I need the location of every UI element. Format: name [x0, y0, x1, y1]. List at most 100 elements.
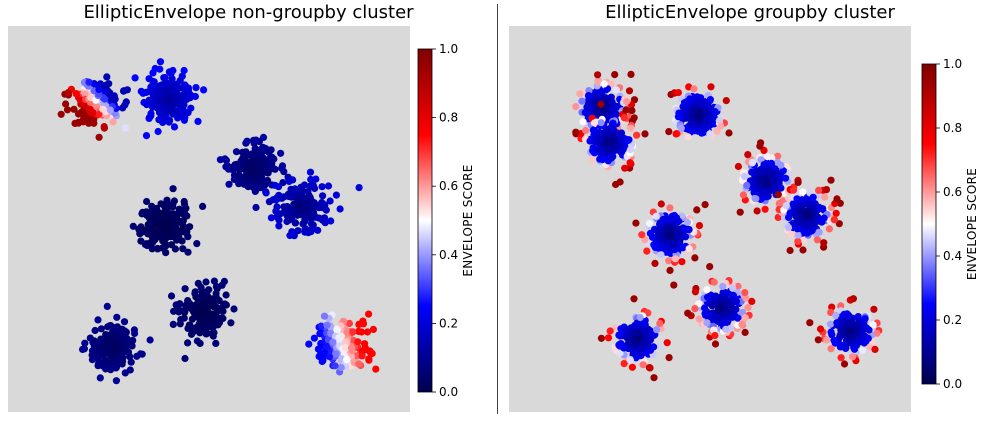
data-point — [813, 236, 821, 244]
data-point — [160, 74, 168, 82]
data-point — [206, 312, 214, 320]
data-point — [359, 320, 368, 328]
data-point — [94, 347, 102, 356]
data-point — [244, 183, 252, 191]
data-point — [243, 137, 251, 145]
data-point — [870, 305, 878, 313]
data-point — [119, 353, 127, 362]
data-point — [333, 325, 341, 334]
data-point — [665, 128, 673, 136]
data-point — [732, 305, 740, 313]
data-point — [769, 177, 778, 185]
data-point — [682, 98, 690, 106]
data-point — [819, 205, 827, 213]
data-point — [278, 162, 287, 170]
data-point — [669, 240, 677, 248]
data-point — [262, 189, 270, 197]
data-point — [641, 130, 649, 138]
panel-divider — [497, 4, 498, 414]
data-point — [291, 219, 299, 227]
data-point — [694, 113, 702, 121]
data-point — [112, 331, 120, 339]
data-point — [169, 320, 177, 328]
data-point — [353, 352, 361, 360]
data-point — [844, 311, 853, 319]
data-point — [280, 193, 288, 201]
data-point — [741, 328, 749, 336]
data-point — [707, 83, 715, 91]
data-point — [594, 71, 602, 79]
data-point — [264, 176, 272, 185]
data-point — [106, 106, 114, 114]
data-point — [147, 112, 155, 120]
data-point — [748, 297, 756, 305]
data-point — [784, 224, 793, 232]
data-point — [225, 180, 233, 188]
data-point — [600, 80, 608, 88]
data-point — [833, 319, 841, 327]
data-point — [256, 168, 264, 176]
data-point — [702, 110, 711, 118]
data-point — [144, 230, 152, 238]
data-point — [275, 222, 283, 230]
data-point — [821, 193, 829, 201]
data-point — [106, 322, 114, 330]
data-point — [760, 161, 768, 169]
data-point — [290, 188, 298, 196]
data-point — [612, 143, 620, 151]
data-point — [307, 175, 315, 184]
data-point — [232, 148, 241, 156]
data-point — [349, 328, 357, 336]
data-point — [633, 131, 641, 139]
data-point — [695, 315, 703, 323]
data-point — [595, 135, 603, 143]
data-point — [757, 188, 766, 196]
data-point — [113, 313, 121, 321]
colorbar-tick-label: 0.0 — [943, 377, 962, 391]
data-point — [693, 206, 701, 214]
data-point — [665, 232, 673, 240]
data-point — [191, 92, 199, 101]
data-point — [365, 355, 373, 363]
data-point — [761, 205, 769, 213]
data-point — [756, 169, 764, 177]
data-point — [315, 204, 323, 212]
data-point — [62, 100, 70, 108]
data-point — [216, 156, 224, 164]
colorbar — [417, 48, 433, 393]
data-point — [611, 71, 619, 79]
cluster-5 — [129, 185, 207, 257]
data-point — [191, 288, 199, 296]
data-point — [793, 225, 801, 233]
data-point — [706, 263, 714, 271]
data-point — [588, 155, 596, 163]
data-point — [179, 245, 187, 253]
data-point — [764, 168, 772, 176]
data-point — [267, 160, 275, 168]
data-point — [628, 363, 636, 371]
data-point — [186, 223, 194, 231]
data-point — [626, 159, 634, 167]
data-point — [96, 374, 104, 382]
data-point — [729, 284, 737, 292]
data-point — [774, 191, 782, 199]
data-point — [79, 118, 87, 126]
data-point — [81, 90, 89, 98]
data-point — [626, 146, 635, 154]
data-point — [616, 332, 624, 340]
data-point — [595, 144, 603, 153]
data-point — [180, 66, 188, 75]
data-point — [252, 203, 260, 212]
data-point — [689, 106, 697, 114]
data-point — [763, 153, 771, 161]
data-point — [694, 127, 702, 135]
data-point — [315, 214, 323, 222]
data-point — [704, 293, 712, 301]
data-point — [230, 305, 238, 313]
data-point — [695, 300, 703, 308]
data-point — [176, 84, 184, 92]
data-point — [860, 339, 868, 347]
data-point — [193, 240, 201, 248]
data-point — [368, 349, 376, 358]
data-point — [621, 164, 629, 172]
